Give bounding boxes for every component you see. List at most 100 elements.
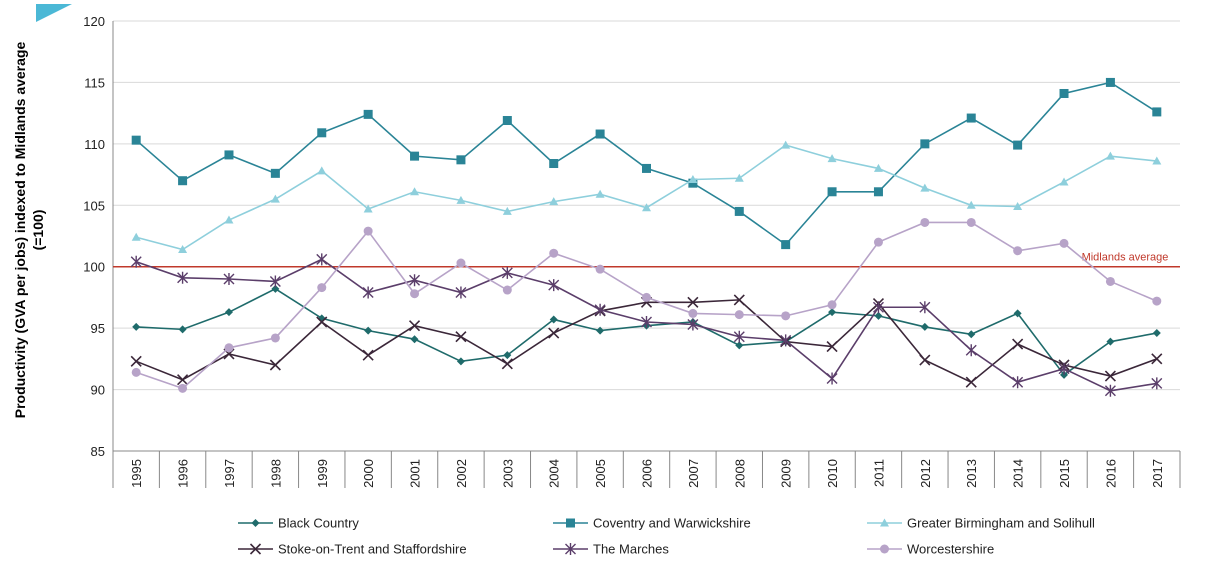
x-tick-label: 2004 [547,459,562,488]
data-point [224,308,233,317]
x-tick-label: 2007 [686,459,701,488]
data-point [549,197,559,206]
gridlines [112,20,1180,452]
data-point [409,274,421,287]
data-point [270,333,280,343]
y-tick-label: 115 [84,75,105,90]
data-point [363,226,373,236]
x-tick-label: 1997 [222,459,237,488]
data-point [920,322,929,331]
y-axis-ticks: 85 90 95 100 105 110 115 120 [83,14,105,459]
data-point [178,176,188,186]
data-point [131,135,141,145]
data-point [131,232,141,241]
data-point [688,308,698,318]
data-point [502,206,512,215]
data-point [317,128,327,138]
x-tick-label: 1998 [268,459,283,488]
series-line [135,299,1158,384]
data-point [271,284,280,293]
data-point [920,217,930,227]
legend-marker [565,543,576,555]
data-point [269,275,281,288]
data-point [224,150,234,160]
data-point [873,163,883,172]
legend: Black Country Coventry and Warwickshire Gr… [238,516,1095,557]
data-point [1013,309,1022,318]
data-point [595,129,605,139]
data-point [503,351,512,360]
data-point [966,217,976,227]
data-point [641,316,652,328]
series-4 [130,253,1163,397]
series-2 [131,140,1162,254]
data-point [596,326,605,335]
x-tick-label: 2008 [732,459,747,488]
data-point [642,203,651,212]
data-point [1105,77,1115,87]
data-point [270,168,280,178]
x-tick-label: 2016 [1103,459,1118,488]
legend-item: Greater Birmingham and Solihull [867,516,1095,531]
data-point [363,204,373,213]
data-point [688,178,698,188]
legend-label: Greater Birmingham and Solihull [907,516,1095,531]
data-point [363,109,373,119]
data-point [224,215,234,224]
reference-line-label: Midlands average [1082,252,1169,264]
data-point [828,308,837,317]
data-point [733,294,745,306]
legend-item: The Marches [553,542,669,557]
x-tick-label: 2000 [361,459,376,488]
series-5 [131,217,1162,393]
data-point [1013,246,1023,256]
data-point [688,174,698,183]
x-tick-label: 1995 [129,459,144,488]
legend-marker [880,518,889,527]
data-point [919,354,931,366]
data-point [873,187,883,197]
data-point [642,292,651,302]
data-point [177,374,189,386]
data-point [826,341,838,353]
data-point [965,376,977,388]
x-tick-label: 2001 [408,459,423,488]
x-tick-label: 2009 [779,459,794,488]
data-point [130,355,142,367]
data-point [456,258,466,268]
data-point [549,315,558,324]
data-point [178,245,188,254]
legend-label: Stoke-on-Trent and Staffordshire [278,542,467,557]
data-point [1152,107,1162,117]
data-point [1105,276,1115,286]
data-point [874,311,883,320]
data-point [594,303,606,316]
data-point [687,318,699,331]
data-point [1104,370,1116,382]
data-point [965,344,977,357]
data-point [1106,337,1115,346]
data-point [780,334,792,347]
data-point [131,367,141,377]
data-point [734,206,744,216]
data-point [1152,296,1162,306]
data-point [826,372,838,385]
data-point [501,358,513,370]
data-point [502,285,512,295]
y-tick-label: 90 [91,383,105,398]
data-point [1152,329,1161,338]
data-point [733,330,745,343]
data-point [1058,362,1070,375]
data-point [1012,338,1024,350]
data-point [269,359,281,371]
data-point [178,383,188,393]
legend-item: Stoke-on-Trent and Staffordshire [238,542,467,557]
data-point [1151,353,1163,365]
x-tick-label: 2005 [593,459,608,488]
x-tick-label: 2015 [1057,459,1072,488]
legend-marker [251,519,260,527]
legend-label: The Marches [593,542,669,557]
y-axis-title-line1: Productivity (GVA per jobs) indexed to M… [12,42,28,419]
data-point [316,316,328,328]
